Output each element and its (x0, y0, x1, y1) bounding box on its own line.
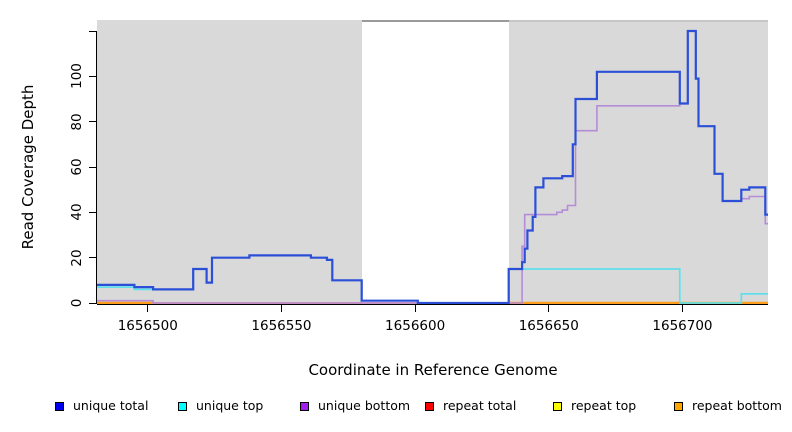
x-tick-label: 1656650 (518, 318, 579, 334)
x-tick-label: 1656700 (652, 318, 713, 334)
legend-swatch-icon (178, 401, 187, 411)
y-axis-title: Read Coverage Depth (19, 84, 37, 250)
y-tick (89, 302, 96, 304)
legend-swatch-icon (553, 401, 562, 411)
series-line-unique-top (97, 254, 768, 304)
legend-label: unique total (73, 398, 149, 413)
x-tick-label: 1656550 (251, 318, 312, 334)
x-tick (414, 305, 416, 312)
y-tick (89, 30, 96, 32)
legend-label: unique top (196, 398, 264, 413)
legend-label: repeat bottom (692, 398, 782, 413)
legend-item-repeat-bottom: repeat bottom (674, 398, 782, 414)
x-tick (280, 305, 282, 312)
legend-item-unique-bottom: unique bottom (300, 398, 410, 414)
x-tick (147, 305, 149, 312)
legend-label: unique bottom (318, 398, 411, 413)
legend-item-unique-top: unique top (178, 398, 263, 414)
x-tick (548, 305, 550, 312)
legend-item-repeat-total: repeat total (425, 398, 516, 414)
shaded-region-top-border-1 (508, 20, 768, 22)
y-tick (89, 257, 96, 259)
y-axis-line (95, 31, 97, 304)
x-axis-line (97, 303, 768, 305)
x-tick-label: 1656600 (385, 318, 446, 334)
y-tick-label: 100 (69, 63, 85, 90)
legend-swatch-icon (55, 401, 64, 411)
legend-label: repeat total (443, 398, 517, 413)
legend-swatch-icon (674, 401, 683, 411)
legend-label: repeat top (571, 398, 637, 413)
y-tick-label: 80 (69, 113, 85, 131)
y-tick-label: 0 (69, 298, 85, 308)
y-tick (89, 211, 96, 213)
shaded-region-1 (508, 20, 768, 305)
y-tick-label: 60 (69, 158, 85, 176)
x-tick (681, 305, 683, 312)
legend-swatch-icon (300, 401, 309, 411)
x-axis-title: Coordinate in Reference Genome (308, 361, 558, 379)
legend-item-unique-total: unique total (55, 398, 148, 414)
y-tick (89, 75, 96, 77)
y-tick-label: 40 (69, 203, 85, 221)
y-tick (89, 166, 96, 168)
y-tick (89, 121, 96, 123)
legend-item-repeat-top: repeat top (553, 398, 636, 414)
series-line-unique-total (97, 29, 768, 305)
x-tick-label: 1656500 (117, 318, 178, 334)
y-tick-label: 20 (69, 249, 85, 267)
gap-region (361, 20, 509, 305)
legend-swatch-icon (425, 401, 434, 411)
